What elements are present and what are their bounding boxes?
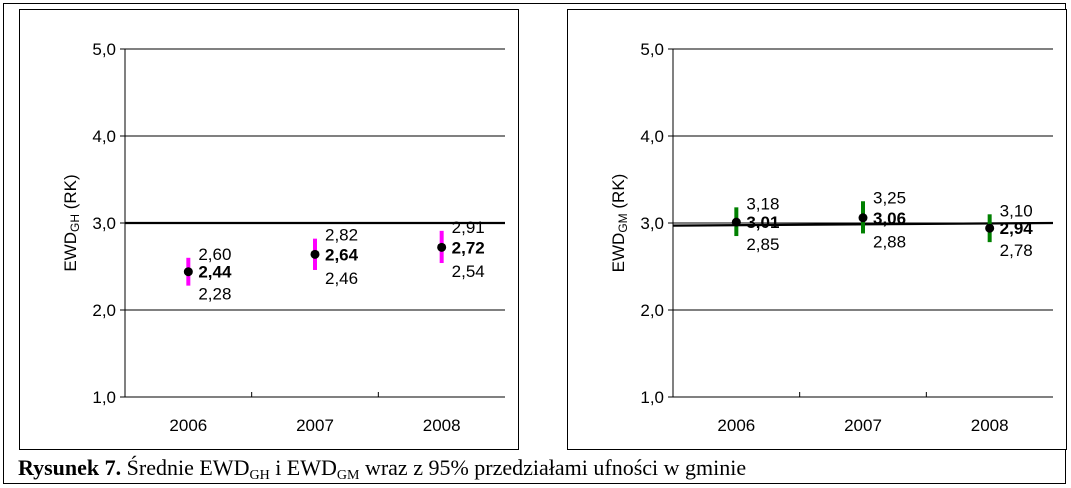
upper-bound-label: 2,82 — [325, 226, 358, 245]
lower-bound-label: 2,78 — [1000, 241, 1033, 260]
y-tick-label: 4,0 — [640, 127, 664, 146]
y-tick-label: 2,0 — [640, 301, 664, 320]
x-tick-label: 2006 — [717, 416, 755, 435]
y-axis-title-main: EWD — [61, 232, 80, 272]
y-tick-label: 5,0 — [640, 40, 664, 59]
mean-label: 2,64 — [325, 245, 359, 264]
upper-bound-label: 2,91 — [452, 218, 485, 237]
mean-label: 2,72 — [452, 238, 485, 257]
mean-label: 3,06 — [873, 209, 906, 228]
y-axis-title-suffix: (RK) — [609, 174, 628, 214]
chart-panel-ewd-gh: 1,0 2,0 3,0 4,0 5,0 2006 2007 2008 EWDGH (RK) 2,6… — [19, 9, 519, 450]
figure-caption: Rysunek 7. Średnie EWDGH i EWDGM wraz z … — [18, 454, 1058, 483]
caption-sub-2: GM — [336, 468, 360, 483]
mean-point — [437, 242, 447, 252]
lower-bound-label: 2,85 — [746, 235, 779, 254]
mean-label: 2,44 — [198, 263, 232, 282]
x-tick-label: 2008 — [971, 416, 1009, 435]
caption-text-2: i EWD — [269, 455, 337, 480]
mean-point — [858, 213, 868, 223]
upper-bound-label: 2,60 — [198, 245, 231, 264]
y-tick-label: 3,0 — [92, 214, 116, 233]
lower-bound-label: 2,28 — [198, 285, 231, 304]
lower-bound-label: 2,88 — [873, 232, 906, 251]
y-axis-title-sub: GH — [68, 214, 82, 232]
upper-bound-label: 3,25 — [873, 188, 906, 207]
mean-point — [985, 223, 995, 233]
caption-sub-1: GH — [249, 468, 270, 483]
y-tick-label: 4,0 — [92, 127, 116, 146]
mean-point — [183, 267, 193, 277]
y-tick-label: 5,0 — [92, 40, 116, 59]
y-axis-title-suffix: (RK) — [61, 174, 80, 214]
chart-panel-ewd-gm: 1,0 2,0 3,0 4,0 5,0 2006 2007 2008 EWDGM (RK) 3,1… — [567, 9, 1067, 450]
lower-bound-label: 2,46 — [325, 269, 358, 288]
mean-label: 3,01 — [746, 213, 779, 232]
caption-text-3: wraz z 95% przedziałami ufności w gminie — [359, 455, 747, 480]
y-tick-label: 2,0 — [92, 301, 116, 320]
upper-bound-label: 3,10 — [1000, 201, 1033, 220]
x-tick-label: 2007 — [296, 416, 334, 435]
mean-label: 2,94 — [1000, 219, 1034, 238]
x-tick-label: 2008 — [423, 416, 461, 435]
y-axis-title-sub: GM — [616, 213, 630, 232]
x-tick-label: 2007 — [844, 416, 882, 435]
y-tick-label: 1,0 — [640, 388, 664, 407]
caption-text-1: Średnie EWD — [121, 455, 250, 480]
lower-bound-label: 2,54 — [452, 262, 485, 281]
chart-ewd-gh: 1,0 2,0 3,0 4,0 5,0 2006 2007 2008 EWDGH (RK) 2,6… — [61, 40, 505, 435]
upper-bound-label: 3,18 — [746, 194, 779, 213]
y-axis-title: EWDGM (RK) — [609, 174, 630, 273]
chart-ewd-gm: 1,0 2,0 3,0 4,0 5,0 2006 2007 2008 EWDGM (RK) 3,1… — [609, 40, 1054, 435]
y-axis-title-main: EWD — [609, 233, 628, 273]
y-axis-title: EWDGH (RK) — [61, 174, 82, 271]
caption-lead: Rysunek 7. — [18, 455, 122, 480]
mean-point — [310, 249, 320, 259]
y-tick-label: 1,0 — [92, 388, 116, 407]
mean-point — [731, 217, 741, 227]
x-tick-label: 2006 — [169, 416, 207, 435]
y-tick-label: 3,0 — [640, 214, 664, 233]
